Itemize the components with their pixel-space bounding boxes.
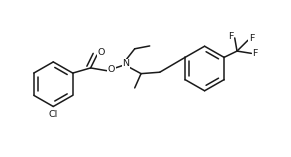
Text: F: F: [252, 49, 258, 58]
Text: O: O: [97, 48, 104, 57]
Text: O: O: [108, 65, 115, 74]
Text: Cl: Cl: [49, 110, 58, 119]
Text: F: F: [249, 34, 254, 43]
Text: F: F: [228, 32, 234, 41]
Text: N: N: [123, 59, 129, 68]
